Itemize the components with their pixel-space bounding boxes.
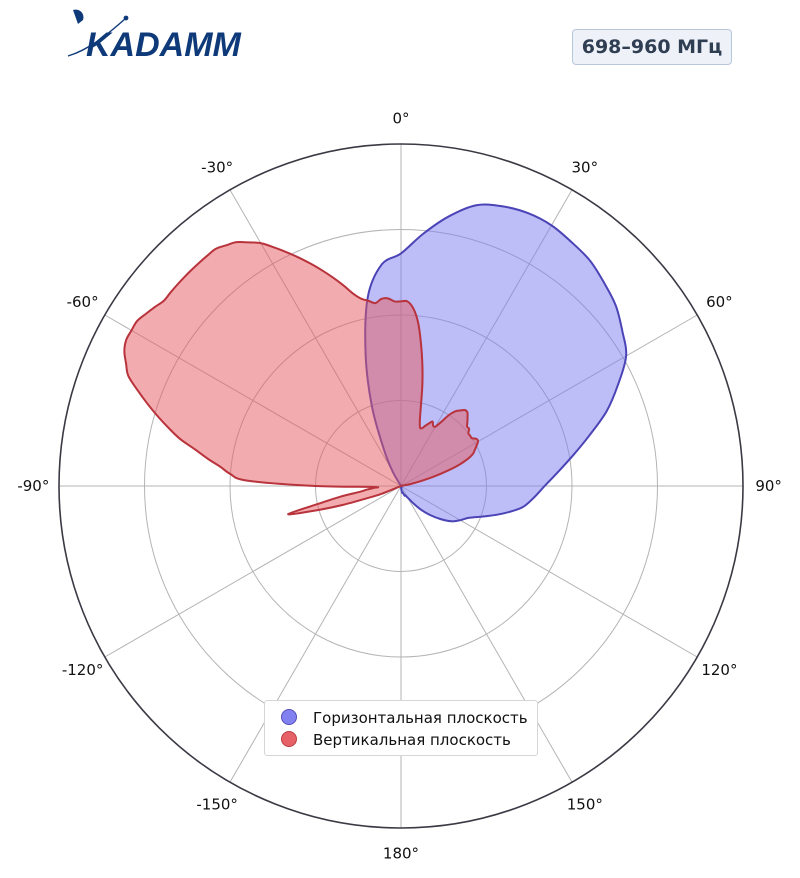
angle-tick-label: 0° [392, 109, 409, 127]
angle-tick-label: 60° [706, 293, 733, 311]
legend: Горизонтальная плоскость Вертикальная пл… [264, 700, 538, 756]
series-layer [123, 203, 628, 523]
angle-tick-label: 180° [383, 845, 419, 863]
series-vertical-plane [123, 240, 480, 516]
legend-label-horizontal: Горизонтальная плоскость [313, 709, 528, 727]
legend-swatch-horizontal [281, 709, 297, 725]
angle-tick-label: 120° [701, 661, 737, 679]
legend-item-vertical: Вертикальная плоскость [265, 729, 537, 751]
angle-tick-labels: 0° 30° 60° 90° 120° 150° 180° -150° -120° -90° -60… [17, 109, 782, 862]
logo-mark-flag [73, 9, 84, 24]
logo-mark-arc [67, 17, 127, 57]
brand-logo-graphic: KADAMM [67, 9, 242, 64]
grid-spoke-8 [104, 485, 402, 658]
angle-tick-label: 150° [567, 795, 603, 813]
polar-outer-ring [58, 143, 744, 829]
legend-item-horizontal: Горизонтальная плоскость [265, 707, 537, 729]
angle-tick-label: -60° [67, 293, 99, 311]
brand-logo: KADAMM [64, 6, 264, 64]
angle-tick-label: -120° [62, 661, 104, 679]
frequency-badge: 698–960 МГц [572, 29, 732, 65]
grid-spoke-5 [400, 485, 573, 783]
legend-label-vertical: Вертикальная плоскость [313, 731, 511, 749]
grid-spoke-7 [229, 485, 402, 783]
legend-swatch-vertical [281, 731, 297, 747]
brand-name: KADAMM [86, 26, 242, 62]
angle-tick-label: 30° [572, 159, 599, 177]
angle-tick-label: -150° [196, 795, 238, 813]
logo-mark-dot [123, 15, 129, 21]
angle-tick-label: 90° [755, 477, 782, 495]
angle-tick-label: -30° [201, 159, 233, 177]
angle-tick-label: -90° [17, 477, 49, 495]
